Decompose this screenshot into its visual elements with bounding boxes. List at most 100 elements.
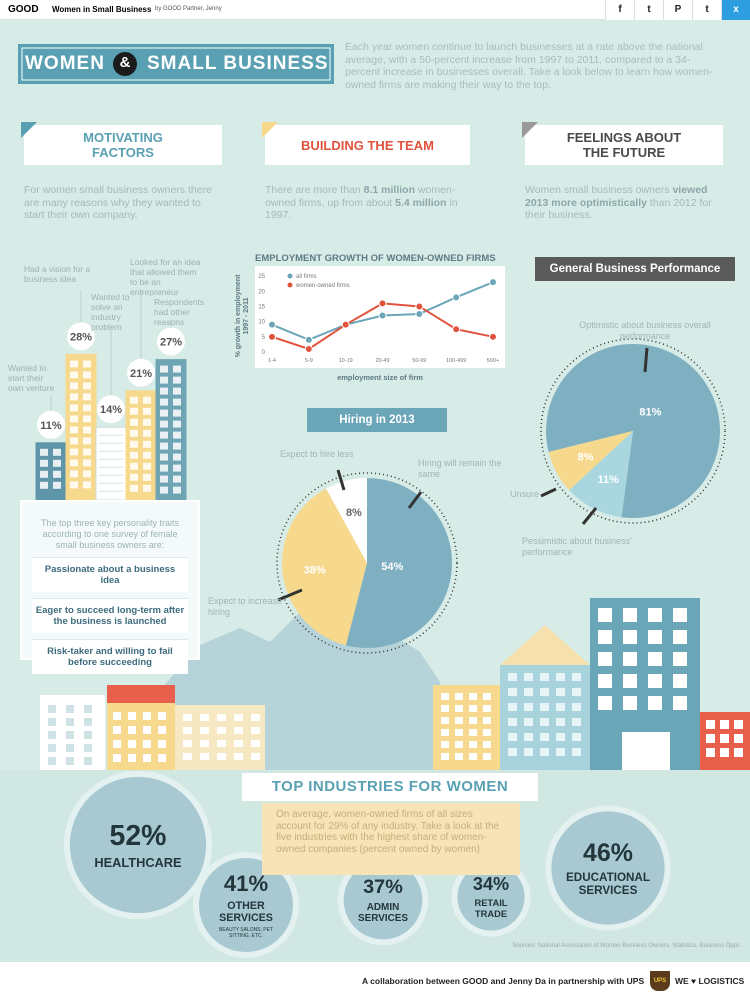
value-label: 21%: [130, 368, 152, 380]
point: [378, 299, 387, 308]
logo[interactable]: GOOD: [8, 4, 39, 15]
window: [113, 740, 121, 748]
window: [83, 426, 91, 434]
window: [217, 753, 226, 760]
window: [556, 688, 565, 696]
share-button[interactable]: t: [634, 0, 663, 20]
point: [304, 344, 313, 353]
pie-ring: [540, 338, 726, 524]
category-label: Expect to increase hiring: [208, 596, 283, 617]
window: [572, 733, 581, 741]
value-label: 27%: [160, 337, 182, 349]
leader: [643, 347, 649, 373]
section-text: Women small business owners viewed 2013 …: [525, 184, 723, 222]
pie-slice: [326, 478, 367, 563]
value-label: 28%: [70, 331, 92, 343]
window: [441, 729, 449, 736]
window: [673, 674, 687, 688]
window: [183, 727, 192, 734]
value-label: 38%: [304, 565, 326, 577]
bubble-text: 41% OTHER SERVICES BEAUTY SALONS, PET SITT…: [199, 858, 293, 952]
window: [130, 407, 138, 415]
window: [143, 407, 151, 415]
window: [173, 486, 181, 494]
section-heading: MOTIVATING FACTORS: [83, 130, 163, 160]
share-button[interactable]: f: [605, 0, 634, 20]
window: [143, 484, 151, 492]
window: [70, 426, 78, 434]
window: [598, 674, 612, 688]
intro: Each year women continue to launch busin…: [345, 41, 713, 91]
window: [251, 727, 260, 734]
window: [673, 630, 687, 644]
ups-logo: UPS: [650, 971, 670, 991]
window: [143, 473, 151, 481]
bubble: [457, 863, 525, 931]
window: [160, 475, 168, 483]
traits-list: Passionate about a business idea Eager to…: [32, 557, 188, 674]
point: [415, 302, 424, 311]
point: [378, 311, 387, 320]
bubble: [551, 811, 665, 925]
window: [83, 459, 91, 467]
point: [268, 332, 276, 341]
share-button[interactable]: t: [692, 0, 721, 20]
window: [200, 740, 209, 747]
section-heading: FEELINGS ABOUT THE FUTURE: [566, 130, 682, 160]
window: [234, 740, 243, 747]
value-label: 8%: [578, 452, 594, 464]
window: [84, 744, 92, 752]
window: [540, 688, 549, 696]
pie-slice: [569, 431, 633, 518]
window: [524, 733, 533, 741]
window: [673, 696, 687, 710]
window: [572, 673, 581, 681]
window: [143, 429, 151, 437]
header-bar: GOOD Women in Small Business by GOOD Par…: [0, 0, 750, 20]
window: [83, 371, 91, 379]
point: [489, 332, 497, 341]
point: [268, 320, 276, 329]
ampersand-circle: [113, 52, 137, 76]
window: [143, 726, 151, 734]
trait: Eager to succeed long-term after the bus…: [32, 598, 188, 633]
value-badge: [67, 322, 95, 351]
window: [524, 688, 533, 696]
footer: A collaboration between GOOD and Jenny D…: [0, 962, 750, 999]
text-run: women-owned firms, up from about: [265, 184, 456, 209]
window: [160, 409, 168, 417]
window: [130, 473, 138, 481]
share-button[interactable]: P: [663, 0, 692, 20]
traits-intro: The top three key personality traits acc…: [40, 518, 180, 550]
section-heading-box: FEELINGS ABOUT THE FUTURE: [522, 122, 723, 165]
window: [441, 705, 449, 712]
bubble-text: 37% ADMIN SERVICES: [344, 861, 423, 940]
chart-title: EMPLOYMENT GROWTH OF WOMEN-OWNED FIRMS: [255, 253, 496, 264]
window: [251, 753, 260, 760]
window: [70, 448, 78, 456]
share-button[interactable]: x: [721, 0, 750, 20]
text-run: 5.4 million: [395, 196, 447, 209]
window: [84, 757, 92, 765]
window: [455, 741, 463, 748]
window: [70, 360, 78, 368]
point: [304, 335, 313, 344]
window: [524, 718, 533, 726]
window: [83, 360, 91, 368]
window: [720, 720, 729, 729]
chart-title: Hiring in 2013: [307, 408, 447, 432]
window: [200, 727, 209, 734]
window: [623, 696, 637, 710]
window: [455, 753, 463, 760]
window: [455, 705, 463, 712]
y-tick-label: 20: [258, 289, 265, 295]
window: [173, 431, 181, 439]
window: [508, 688, 517, 696]
window: [130, 418, 138, 426]
window: [160, 420, 168, 428]
window: [734, 720, 743, 729]
value-label: 54%: [381, 561, 403, 573]
window: [128, 740, 136, 748]
window: [66, 744, 74, 752]
window: [130, 484, 138, 492]
